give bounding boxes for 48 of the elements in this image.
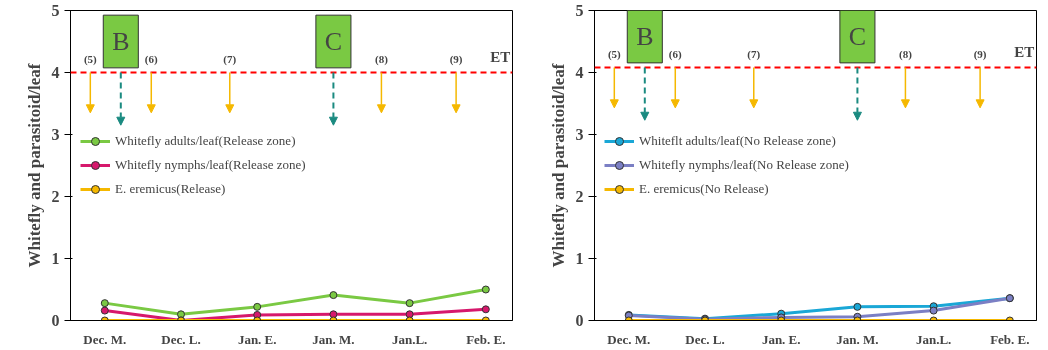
x-tick-label: Dec. L. [685, 331, 725, 347]
y-axis-title: Whitefly and parasitoid/leaf [548, 63, 568, 268]
legend-label: Whitefly nymphs/leaf(No Release zone) [639, 157, 849, 173]
x-tick-label: Dec. M. [83, 331, 127, 347]
annotation: (9) [973, 48, 987, 62]
annotation: (9) [449, 53, 463, 67]
x-tick-label: Jan.L. [391, 331, 428, 347]
annotation: C [848, 22, 867, 52]
x-tick-label: Jan.L. [915, 331, 952, 347]
annotation: C [324, 27, 343, 56]
y-axis-title: Whitefly and parasitoid/leaf [24, 63, 44, 268]
annotation: B [112, 27, 130, 56]
x-tick-label: Jan. E. [761, 331, 801, 347]
x-tick-label: Dec. L. [161, 331, 201, 347]
y-tick-label: 2 [51, 188, 60, 205]
x-tick-label: Dec. M. [607, 331, 651, 347]
x-tick-label: Jan. M. [836, 331, 879, 347]
y-tick-label: 0 [575, 312, 584, 329]
annotation: (6) [668, 48, 683, 62]
x-tick-label: Jan. E. [237, 331, 277, 347]
y-tick-label: 2 [575, 188, 584, 205]
y-tick-label: 0 [51, 312, 60, 329]
y-tick-label: 3 [51, 126, 60, 143]
x-tick-label: Feb. E. [466, 331, 506, 347]
y-tick-label: 1 [575, 250, 584, 267]
ref-line-label: ET [1014, 44, 1035, 61]
y-tick-label: 1 [51, 250, 60, 267]
annotation: B [636, 22, 654, 52]
annotation: (8) [899, 48, 913, 62]
y-tick-label: 5 [575, 2, 584, 19]
ref-line-label: ET [490, 49, 511, 66]
y-tick-label: 5 [51, 2, 60, 19]
annotation: (7) [223, 53, 237, 67]
annotation: (5) [607, 48, 622, 62]
annotation: (7) [747, 48, 761, 62]
legend-label: E. eremicus(Release) [115, 181, 226, 197]
legend-label: Whitefly adults/leaf(Release zone) [115, 133, 296, 149]
y-tick-label: 4 [575, 64, 584, 81]
x-tick-label: Feb. E. [990, 331, 1030, 347]
legend-label: Whitefly nymphs/leaf(Release zone) [115, 157, 306, 173]
y-tick-label: 3 [575, 126, 584, 143]
y-tick-label: 4 [51, 64, 60, 81]
annotation: (8) [375, 53, 389, 67]
legend-label: E. eremicus(No Release) [639, 181, 769, 197]
annotation: (5) [83, 53, 98, 67]
annotation: (6) [144, 53, 159, 67]
x-tick-label: Jan. M. [312, 331, 355, 347]
legend-label: Whiteflt adults/leaf(No Release zone) [639, 133, 836, 149]
